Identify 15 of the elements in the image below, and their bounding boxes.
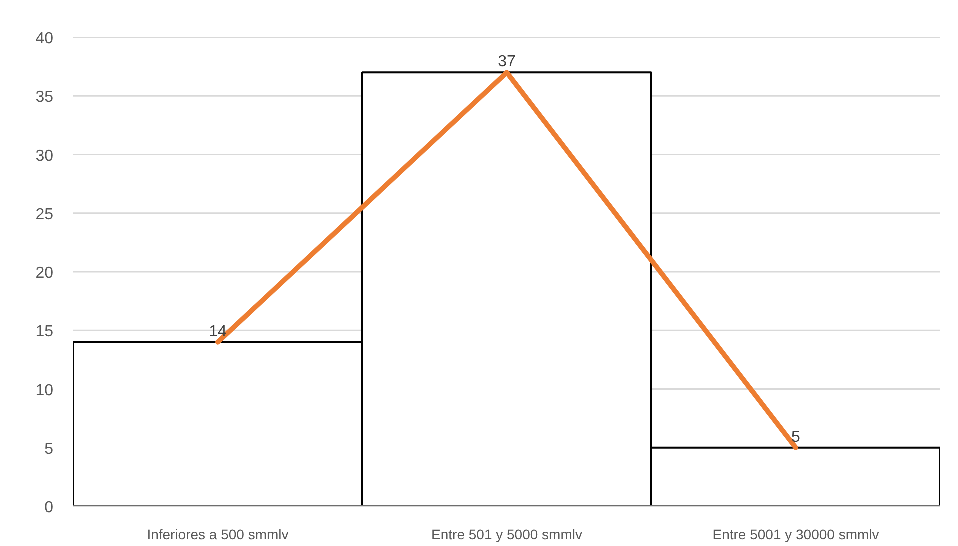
data-label: 37: [498, 54, 516, 71]
x-tick-label: Entre 501 y 5000 smmlv: [432, 526, 582, 542]
y-tick-label: 25: [36, 206, 54, 224]
y-tick-label: 5: [44, 440, 54, 458]
y-tick-label: 10: [36, 382, 54, 400]
y-tick-label: 0: [44, 500, 54, 516]
data-label: 5: [792, 428, 801, 446]
y-tick-label: 20: [36, 265, 54, 282]
x-tick-label: Inferiores a 500 smmlv: [147, 526, 289, 542]
y-tick-label: 15: [36, 324, 54, 341]
x-tick-label: Entre 5001 y 30000 smmlv: [712, 526, 880, 542]
y-tick-label: 40: [36, 30, 54, 48]
y-tick-label: 35: [36, 89, 54, 106]
data-label: 14: [209, 323, 227, 340]
y-tick-label: 30: [36, 148, 54, 165]
